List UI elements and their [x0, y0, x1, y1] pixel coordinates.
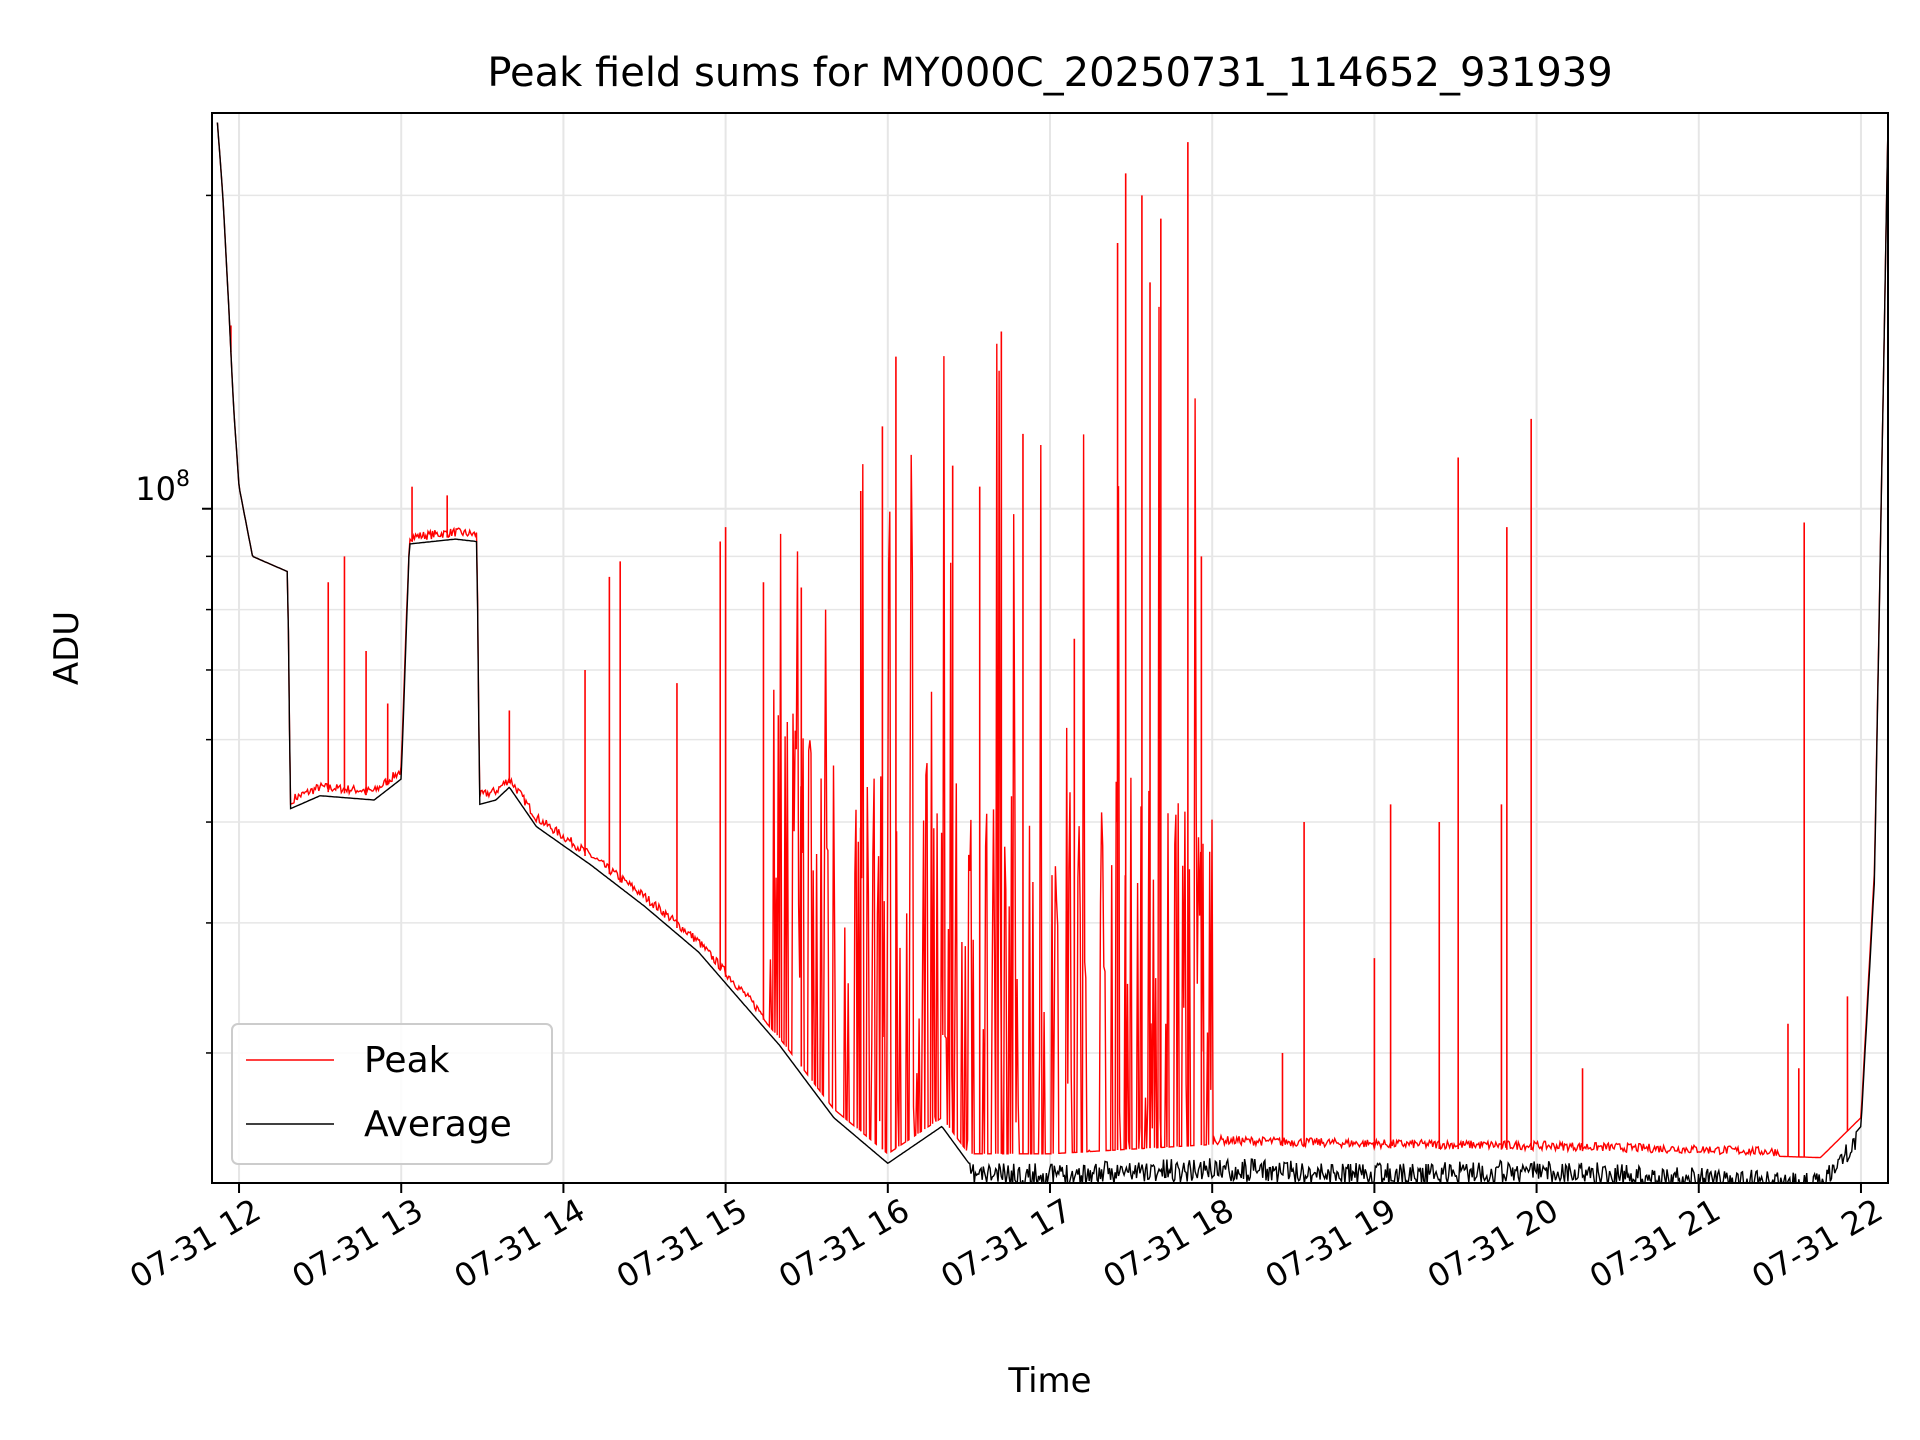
- y-tick-exponent: 8: [176, 467, 190, 492]
- legend-box: [231, 1023, 553, 1165]
- y-tick-label-1e8: 108: [135, 467, 190, 508]
- plot-area: [216, 122, 1888, 1183]
- chart-title: Peak field sums for MY000C_20250731_1146…: [487, 50, 1612, 96]
- y-tick-base: 10: [135, 470, 176, 508]
- y-axis-label: ADU: [47, 611, 87, 685]
- legend-peak-label: Peak: [364, 1040, 450, 1081]
- x-axis-label: Time: [1007, 1361, 1091, 1401]
- series-group: [216, 122, 1888, 1183]
- legend-average-label: Average: [364, 1104, 512, 1145]
- series-average-line: [216, 122, 1888, 1183]
- y-axis: [202, 194, 212, 1054]
- legend: Peak Average: [231, 1023, 553, 1165]
- series-peak-line: [216, 122, 1888, 1159]
